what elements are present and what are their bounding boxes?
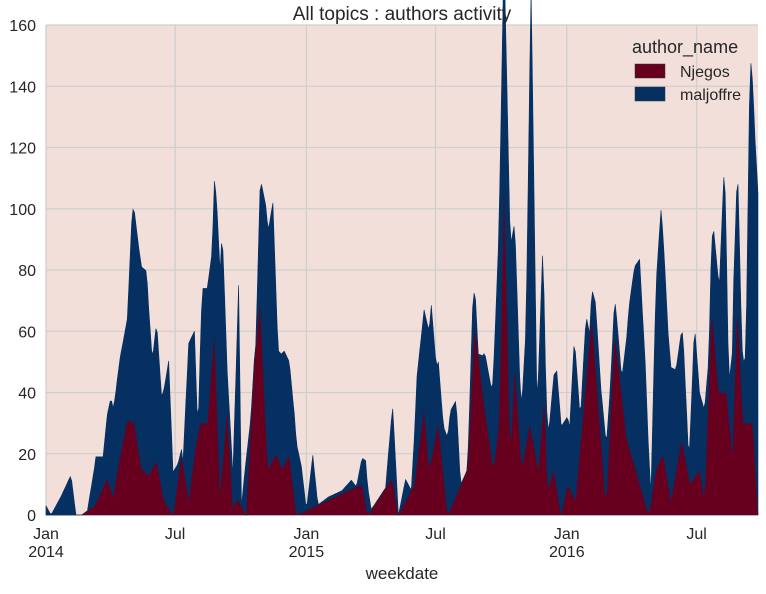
x-tick-year-label: 2016 [549,544,585,561]
x-tick-label: Jan [33,526,59,543]
area-series [45,0,759,517]
y-tick-label: 20 [18,447,36,464]
legend: author_name Njegos maljoffre [632,37,741,104]
x-tick-label: Jan [294,526,320,543]
y-tick-label: 60 [18,324,36,341]
y-tick-label: 160 [9,18,36,35]
x-tick-year-label: 2014 [28,544,64,561]
legend-swatch-maljoffre [634,86,666,102]
legend-swatch-njegos [634,63,666,79]
x-tick-label: Jul [165,526,185,543]
legend-title: author_name [632,37,738,58]
y-tick-label: 0 [27,508,36,525]
legend-label-njegos: Njegos [680,64,730,81]
x-tick-label: Jul [686,526,706,543]
area-maljoffre [45,0,759,517]
y-tick-label: 140 [9,79,36,96]
x-tick-label: Jul [425,526,445,543]
legend-label-maljoffre: maljoffre [680,87,741,104]
x-tick-label: Jan [554,526,580,543]
x-tick-year-label: 2015 [289,544,325,561]
legend-items: Njegos maljoffre [634,63,741,104]
y-tick-label: 120 [9,141,36,158]
x-axis-label: weekdate [365,564,439,583]
y-tick-label: 80 [18,263,36,280]
y-tick-label: 40 [18,386,36,403]
y-tick-label: 100 [9,202,36,219]
chart-title: All topics : authors activity [293,4,512,25]
